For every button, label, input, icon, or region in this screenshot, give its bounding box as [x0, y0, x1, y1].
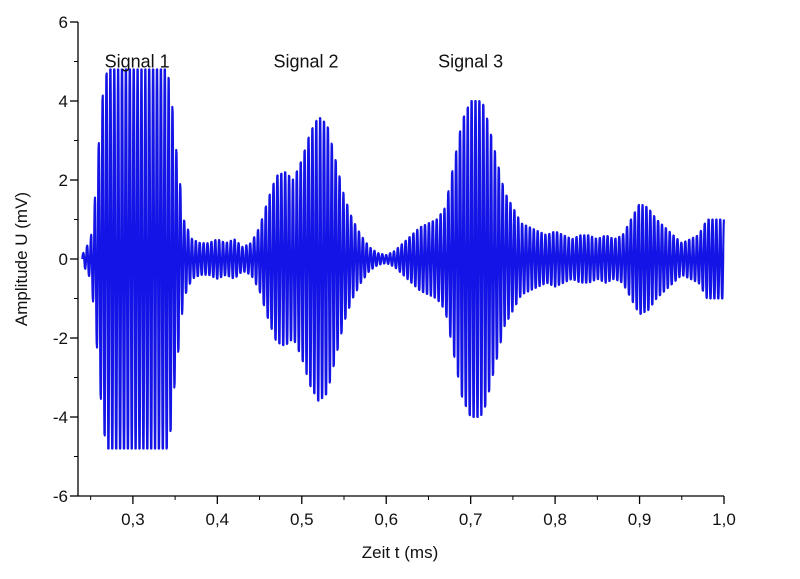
- y-tick-label: -4: [53, 408, 68, 427]
- signal-label-1: Signal 1: [105, 52, 170, 72]
- x-tick-label: 0,5: [290, 510, 314, 529]
- y-tick-label: 2: [59, 171, 68, 190]
- x-axis-title: Zeit t (ms): [362, 543, 439, 562]
- y-tick-label: 0: [59, 250, 68, 269]
- x-tick-label: 1,0: [712, 510, 736, 529]
- x-tick-label: 0,7: [459, 510, 483, 529]
- series-layer: [81, 68, 725, 450]
- x-tick-label: 0,4: [206, 510, 230, 529]
- y-axis: -6 -4 -2 0 2 4 6: [53, 13, 78, 506]
- y-tick-label: -6: [53, 487, 68, 506]
- series-line-1: [81, 68, 725, 450]
- y-axis-title: Amplitude U (mV): [12, 192, 31, 326]
- x-tick-label: 0,6: [374, 510, 398, 529]
- x-axis: 0,3 0,4 0,5 0,6 0,7 0,8 0,9 1,0: [90, 496, 736, 529]
- y-tick-label: 4: [59, 92, 68, 111]
- signal-label-2: Signal 2: [273, 52, 338, 72]
- x-tick-label: 0,8: [543, 510, 567, 529]
- y-tick-label: -2: [53, 329, 68, 348]
- y-tick-label: 6: [59, 13, 68, 32]
- x-tick-label: 0,9: [628, 510, 652, 529]
- annotation-layer: Signal 1 Signal 2 Signal 3: [105, 52, 504, 72]
- signal-label-3: Signal 3: [438, 52, 503, 72]
- x-tick-label: 0,3: [121, 510, 145, 529]
